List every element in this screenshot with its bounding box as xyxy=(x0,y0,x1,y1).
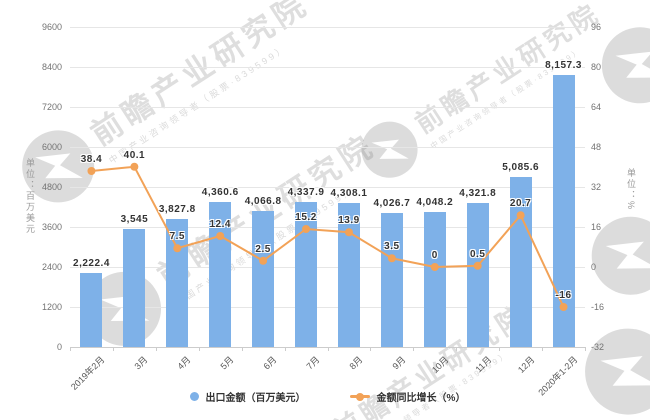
bar xyxy=(380,212,403,347)
gridline xyxy=(70,107,585,108)
bar-value-label: 4,026.7 xyxy=(373,197,411,209)
left-axis-tick-label: 7200 xyxy=(41,102,62,112)
left-axis-title: 单位：百万美元 xyxy=(25,158,35,235)
x-axis-tickmark xyxy=(327,347,329,351)
bar-value-label: 3,827.8 xyxy=(158,204,196,216)
x-axis-tickmark xyxy=(70,347,71,351)
right-axis-tick-label: -32 xyxy=(591,342,605,352)
left-axis-tick-label: 2400 xyxy=(41,262,62,272)
x-axis-tickmark xyxy=(585,347,586,351)
gridline xyxy=(70,187,585,188)
right-axis-tick-label: -16 xyxy=(591,302,605,312)
bar-value-label: 4,048.2 xyxy=(416,197,454,209)
left-axis-tick-label: 3600 xyxy=(41,222,62,232)
left-axis-tick-label: 8400 xyxy=(41,62,62,72)
line-series-legend-icon xyxy=(349,392,370,401)
bar-value-label: 4,337.9 xyxy=(287,187,325,199)
line-point-marker xyxy=(559,303,568,311)
x-axis-tickmark xyxy=(370,347,372,351)
right-axis-title: 单位：% xyxy=(626,168,636,212)
x-axis-tickmark xyxy=(456,347,458,351)
legend-item-growth-rate[interactable]: 金额同比增长（%） xyxy=(349,389,466,404)
bar xyxy=(123,228,146,347)
line-point-marker xyxy=(430,263,439,271)
bar xyxy=(423,212,446,347)
left-axis-tick-label: 0 xyxy=(56,342,62,352)
bar-value-label: 4,321.8 xyxy=(459,187,497,199)
bar-value-label: 8,157.3 xyxy=(545,60,582,72)
line-value-label: -16 xyxy=(555,290,572,301)
right-axis-tick-label: 64 xyxy=(591,102,602,112)
x-axis-tickmark xyxy=(499,347,501,351)
x-axis-tickmark xyxy=(112,347,114,351)
line-value-label: 0.5 xyxy=(470,248,486,260)
x-axis-tickmark xyxy=(284,347,286,351)
right-axis-tick-label: 32 xyxy=(591,182,602,192)
line-point-marker xyxy=(259,256,268,265)
line-point-marker xyxy=(173,244,182,253)
x-axis-tickmark xyxy=(198,347,200,351)
x-axis-tickmark xyxy=(413,347,415,351)
line-point-marker xyxy=(130,162,139,171)
gridline xyxy=(70,307,585,308)
bar-series-legend-icon xyxy=(189,392,199,401)
line-point-marker xyxy=(473,261,482,270)
line-value-label: 12.4 xyxy=(209,219,231,230)
line-value-label: 3.5 xyxy=(384,241,400,253)
right-axis-tick-label: 80 xyxy=(591,62,602,72)
growth-line xyxy=(91,165,565,308)
bar xyxy=(337,203,360,347)
line-value-label: 15.2 xyxy=(295,212,317,223)
bar-value-label: 4,066.8 xyxy=(244,196,282,208)
bar-value-label: 4,308.1 xyxy=(330,188,368,200)
line-value-label: 7.5 xyxy=(169,231,185,243)
x-axis-tickmark xyxy=(155,347,157,351)
bar xyxy=(295,202,318,347)
left-axis-tick-label: 4800 xyxy=(41,182,62,192)
line-value-label: 0 xyxy=(431,250,438,261)
line-point-marker xyxy=(516,211,525,220)
gridline xyxy=(70,227,585,228)
bar xyxy=(466,202,489,347)
line-point-marker xyxy=(302,225,311,233)
left-axis-tick-label: 1200 xyxy=(41,302,62,312)
x-axis-tickmark xyxy=(241,347,243,351)
right-axis-tick-label: 96 xyxy=(591,22,602,32)
bar-value-label: 4,360.6 xyxy=(201,186,239,198)
gridline xyxy=(70,27,585,28)
legend-label-export-amount: 出口金额（百万美元） xyxy=(205,393,306,404)
bar-value-label: 5,085.6 xyxy=(502,162,540,174)
line-point-marker xyxy=(87,167,96,175)
bar xyxy=(552,75,575,347)
bar xyxy=(166,219,189,347)
bar xyxy=(509,177,532,347)
right-axis-tick-label: 16 xyxy=(591,222,602,232)
bar xyxy=(80,272,103,347)
bar-value-label: 2,222.4 xyxy=(73,257,110,269)
legend-label-growth-rate: 金额同比增长（%） xyxy=(376,393,466,404)
gridline xyxy=(70,67,585,68)
line-value-label: 2.5 xyxy=(255,243,271,255)
line-point-marker xyxy=(344,228,353,237)
legend-item-export-amount[interactable]: 出口金额（百万美元） xyxy=(189,389,306,404)
x-axis-tickmark xyxy=(542,347,544,351)
bar-value-label: 3,545 xyxy=(120,213,149,225)
legend: 出口金额（百万美元） 金额同比增长（%） xyxy=(70,389,585,404)
gridline xyxy=(70,147,585,148)
line-value-label: 40.1 xyxy=(123,149,146,161)
right-axis-tick-label: 48 xyxy=(591,142,602,152)
left-axis-tick-label: 6000 xyxy=(41,142,62,152)
right-axis-tick-label: 0 xyxy=(591,262,597,272)
line-point-marker xyxy=(216,232,225,240)
line-value-label: 38.4 xyxy=(80,154,103,165)
left-axis-tick-label: 9600 xyxy=(41,22,62,32)
bar xyxy=(252,211,275,347)
line-value-label: 20.7 xyxy=(509,198,532,210)
line-point-marker xyxy=(387,254,396,263)
gridline xyxy=(70,267,585,268)
line-value-label: 13.9 xyxy=(338,215,360,227)
